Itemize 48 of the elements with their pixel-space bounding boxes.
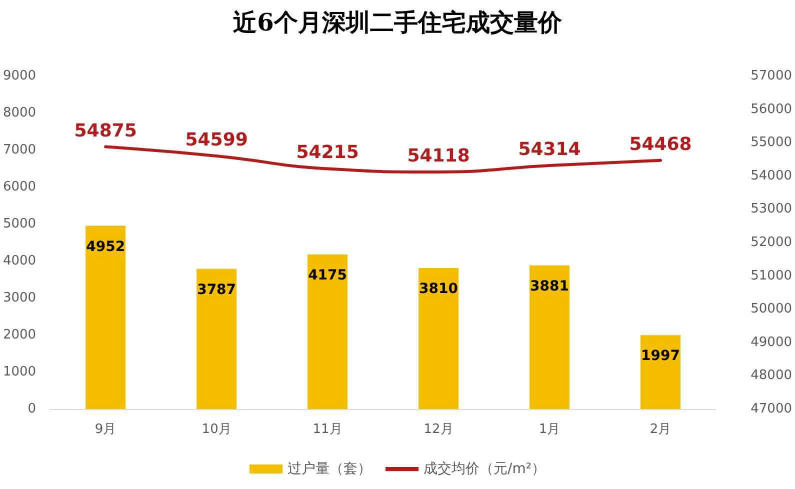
x-tick-label: 1月 [538,422,560,437]
y2-tick-label: 48000 [750,368,792,384]
y2-tick-label: 55000 [750,135,792,150]
data-label: 54118 [407,145,470,166]
y-tick-label: 1000 [2,364,36,380]
data-label: 1997 [641,348,680,364]
chart-title: 近6个月深圳二手住宅成交量价 [233,8,563,36]
bar [86,226,126,409]
data-label: 4175 [308,268,348,284]
y2-tick-label: 50000 [750,302,792,317]
legend-label: 过户量（套） [288,461,372,477]
x-tick-label: 12月 [424,422,454,437]
y2-tick-label: 52000 [750,235,792,250]
y-tick-label: 4000 [2,254,36,268]
y-tick-label: 7000 [2,142,36,158]
bar [418,268,459,409]
bar [308,254,348,409]
y-tick-label: 6000 [2,180,36,194]
y2-tick-label: 57000 [750,68,792,84]
data-label: 54314 [518,138,581,160]
data-label: 54599 [185,129,248,150]
y-tick-label: 5000 [2,216,36,232]
bar [196,268,237,409]
x-tick-label: 2月 [650,422,672,437]
data-label: 54468 [629,134,692,155]
x-tick-label: 11月 [312,422,342,437]
bar [640,335,681,409]
y2-tick-label: 47000 [750,402,792,416]
y-tick-label: 3000 [2,290,36,306]
data-label: 54875 [74,120,137,142]
y2-tick-label: 56000 [750,102,792,117]
y-tick-label: 0 [28,402,36,416]
y2-tick-label: 51000 [750,268,792,284]
y-tick-label: 9000 [2,68,36,84]
y-tick-label: 2000 [2,328,36,342]
legend-label: 成交均价（元/m²） [424,461,546,477]
x-tick-label: 9月 [94,422,116,437]
data-label: 3810 [419,281,458,298]
y2-tick-label: 49000 [750,334,792,350]
y2-tick-label: 54000 [750,168,792,184]
y-tick-label: 8000 [2,106,36,120]
data-label: 4952 [86,238,126,255]
bar [530,265,570,409]
data-label: 3881 [530,278,570,294]
x-tick-label: 10月 [202,422,232,437]
data-label: 54215 [296,142,359,164]
data-label: 3787 [197,282,236,298]
y2-tick-label: 53000 [750,202,792,217]
